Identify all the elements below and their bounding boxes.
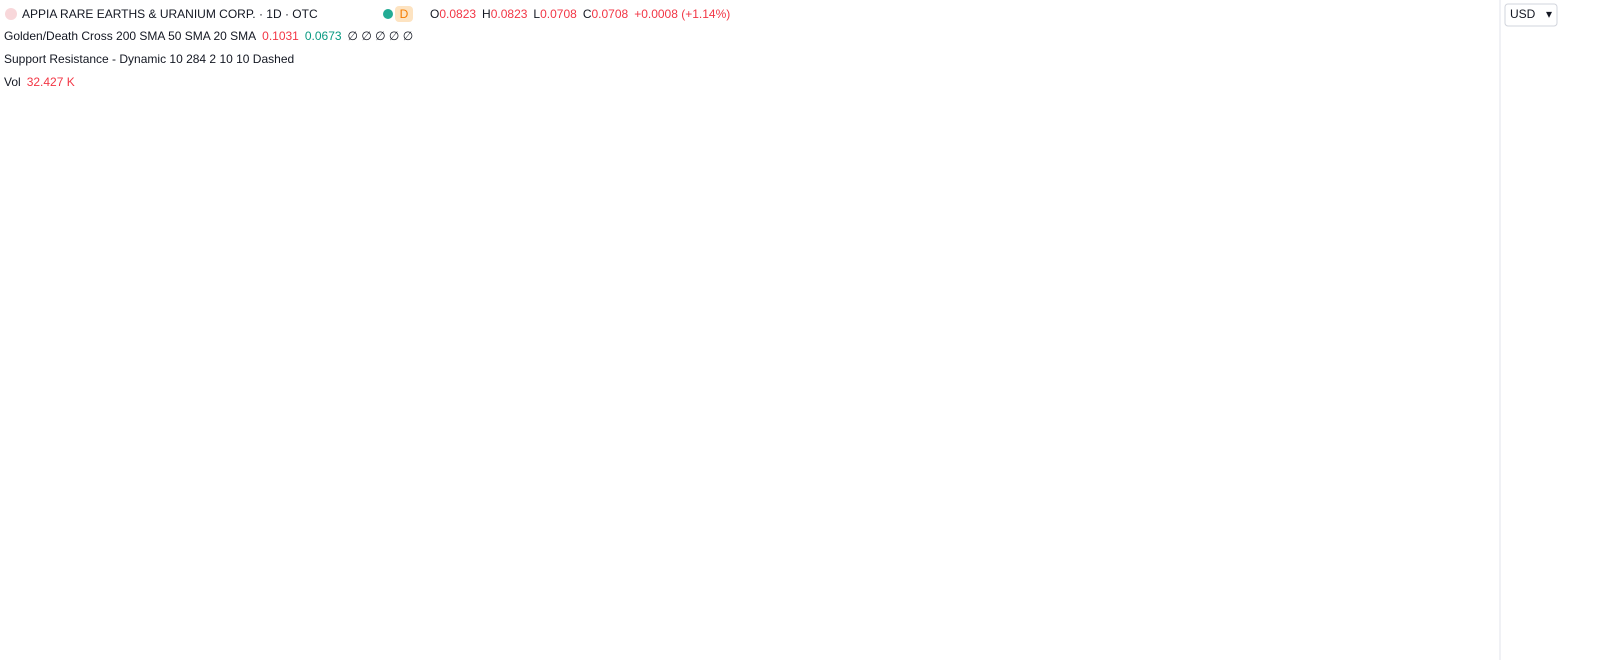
currency[interactable]: USD <box>1510 7 1536 21</box>
ohlc-key: H <box>482 7 491 21</box>
ohlc-change: +0.0008 (+1.14%) <box>634 7 730 21</box>
ohlc: O0.0823 H0.0823 L0.0708 C0.0708 +0.0008 (+1.… <box>430 7 730 21</box>
volume-name: Vol <box>4 75 21 89</box>
indicator-value: 0.0673 <box>305 29 342 43</box>
volume-value: 32.427 K <box>27 75 75 89</box>
title: APPIA RARE EARTHS & URANIUM CORP. · 1D ·… <box>22 7 318 21</box>
ohlc-value: 0.0823 <box>491 7 528 21</box>
currency-button[interactable] <box>1504 3 1558 27</box>
indicator-name: Golden/Death Cross 200 SMA 50 SMA 20 SMA <box>4 29 256 43</box>
ohlc-value: 0.0823 <box>439 7 476 21</box>
symbol-icon <box>5 8 17 20</box>
indicator-value: 0.1031 <box>262 29 299 43</box>
badge: D <box>400 7 409 21</box>
indicator-legend: Support Resistance - Dynamic 10 284 2 10… <box>4 52 294 66</box>
ohlc-key: C <box>583 7 592 21</box>
status-dot <box>383 9 393 19</box>
currency-caret: ▾ <box>1546 7 1552 21</box>
indicator-empty: ∅ ∅ ∅ ∅ ∅ <box>348 29 414 43</box>
badge-bg <box>395 6 413 22</box>
ohlc-value: 0.0708 <box>591 7 628 21</box>
ohlc-key: O <box>430 7 439 21</box>
volume-legend: Vol 32.427 K <box>4 75 75 89</box>
ohlc-value: 0.0708 <box>540 7 577 21</box>
indicator-legend: Golden/Death Cross 200 SMA 50 SMA 20 SMA… <box>4 29 413 43</box>
ohlc-key: L <box>533 7 540 21</box>
